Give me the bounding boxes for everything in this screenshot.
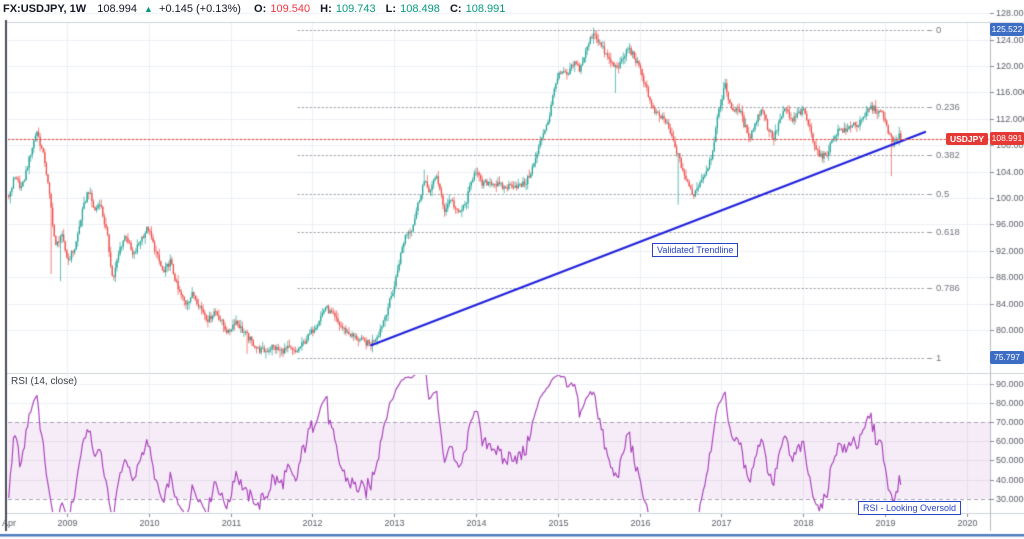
axis-badge-last-price: 108.991 [990,132,1024,146]
low-value: 108.498 [400,3,440,15]
open-value: 109.540 [270,3,311,15]
axis-badge-fib-high: 125.522 [990,23,1024,37]
symbol-title[interactable]: FX:USDJPY, 1W [3,3,87,15]
symbol-price-tag: USDJPY [945,132,988,145]
axis-badge-fib-low: 75.797 [990,351,1024,365]
up-arrow-icon: ▲ [144,4,153,14]
open-label: O: [254,3,267,15]
trendline-annotation-label[interactable]: Validated Trendline [652,243,739,257]
last-price: 108.994 [97,3,137,15]
rsi-oversold-annotation-label[interactable]: RSI - Looking Oversold [858,501,962,515]
high-value: 109.743 [335,3,376,15]
price-change: +0.145 (+0.13%) [159,3,241,15]
high-label: H: [320,3,332,15]
low-label: L: [385,3,397,15]
rsi-indicator-label[interactable]: RSI (14, close) [11,376,78,387]
close-label: C: [449,3,462,15]
close-value: 108.991 [465,3,506,15]
chart-legend: FX:USDJPY, 1W 108.994 ▲ +0.145 (+0.13%) … [3,3,512,15]
